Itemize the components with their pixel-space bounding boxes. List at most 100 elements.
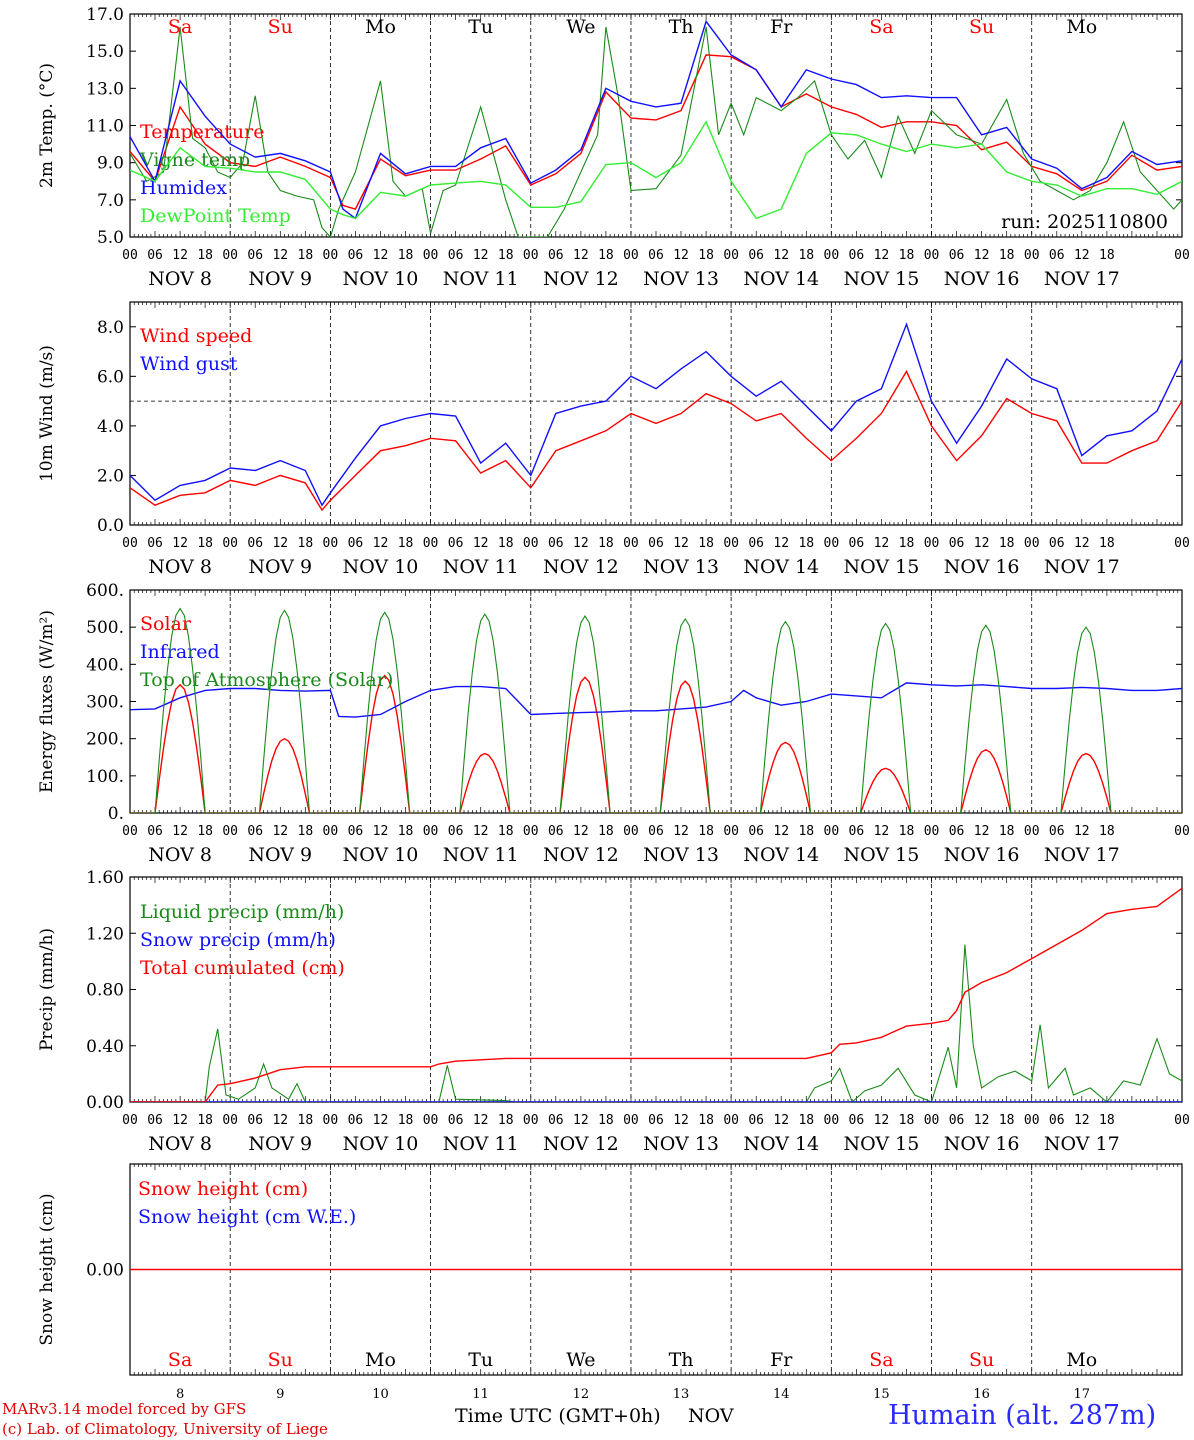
legend-entry: Wind speed xyxy=(140,325,252,347)
x-ticks-0 xyxy=(129,14,1183,237)
hour-tick-label: 06 xyxy=(348,1113,364,1128)
series-line-dewpoint-temp xyxy=(130,120,1182,220)
series-line-total-cumulated-cm- xyxy=(130,887,1182,1102)
weekday-label-bottom: Tu xyxy=(468,1349,493,1371)
hour-tick-label: 06 xyxy=(648,1113,664,1128)
y-tick-label: 8.0 xyxy=(97,318,124,338)
date-label: NOV 15 xyxy=(844,1133,920,1155)
hour-tick-label: 00 xyxy=(523,1113,539,1128)
date-label: NOV 13 xyxy=(643,268,719,290)
panel-frame-0 xyxy=(129,13,1183,238)
day-number-label: 14 xyxy=(773,1387,790,1402)
weekday-label-top: Mo xyxy=(365,16,396,38)
x-axis-month: NOV xyxy=(688,1405,734,1427)
hour-tick-label: 12 xyxy=(272,248,288,263)
y-axis-label: 2m Temp. (°C) xyxy=(37,63,57,188)
date-label: NOV 15 xyxy=(844,268,920,290)
date-label: NOV 11 xyxy=(443,844,519,866)
hour-tick-label: 00 xyxy=(723,1113,739,1128)
weekday-label-top: Fr xyxy=(770,16,793,38)
hour-tick-label: 12 xyxy=(172,824,188,839)
hour-tick-label: 06 xyxy=(849,824,865,839)
hour-tick-label: 12 xyxy=(773,824,789,839)
hour-tick-label: 18 xyxy=(798,824,814,839)
day-number-label: 11 xyxy=(472,1387,489,1402)
date-label: NOV 15 xyxy=(844,556,920,578)
date-label: NOV 8 xyxy=(148,844,212,866)
date-label: NOV 9 xyxy=(248,1133,312,1155)
day-number-label: 17 xyxy=(1074,1387,1091,1402)
legend-entry: Temperature xyxy=(140,121,264,143)
weekday-label-bottom: Mo xyxy=(1066,1349,1097,1371)
hour-tick-label: 00 xyxy=(623,824,639,839)
hour-tick-label: 18 xyxy=(899,536,915,551)
weekday-label-top: Mo xyxy=(1066,16,1097,38)
model-credit: MARv3.14 model forced by GFS xyxy=(2,1400,247,1418)
y-axis-label: Energy fluxes (W/m²) xyxy=(37,610,57,793)
legend-entry: Snow precip (mm/h) xyxy=(140,929,336,951)
series-line-wind-speed xyxy=(130,369,1182,512)
hour-tick-label: 00 xyxy=(1174,248,1190,263)
legend-entry: Top of Atmosphere (Solar) xyxy=(140,669,393,691)
y-tick-label: 500. xyxy=(86,618,124,638)
hour-tick-label: 00 xyxy=(723,824,739,839)
y-tick-label: 4.0 xyxy=(97,417,124,437)
series-line-humidex xyxy=(130,19,1182,220)
date-label: NOV 13 xyxy=(643,1133,719,1155)
hour-tick-label: 18 xyxy=(298,824,314,839)
hour-tick-label: 00 xyxy=(423,1113,439,1128)
hour-tick-label: 00 xyxy=(1024,536,1040,551)
hour-tick-label: 12 xyxy=(272,1113,288,1128)
hour-tick-label: 18 xyxy=(999,1113,1015,1128)
date-label: NOV 17 xyxy=(1044,268,1120,290)
hour-tick-label: 06 xyxy=(748,536,764,551)
hour-tick-label: 00 xyxy=(323,248,339,263)
hour-tick-label: 00 xyxy=(1174,824,1190,839)
y-tick-label: 400. xyxy=(86,655,124,675)
hour-tick-label: 00 xyxy=(222,824,238,839)
hour-tick-label: 18 xyxy=(598,536,614,551)
hour-tick-label: 12 xyxy=(573,824,589,839)
hour-tick-label: 12 xyxy=(473,1113,489,1128)
date-label: NOV 8 xyxy=(148,1133,212,1155)
hour-tick-label: 12 xyxy=(673,824,689,839)
hour-tick-label: 12 xyxy=(874,536,890,551)
x-ticks-2 xyxy=(129,590,1183,813)
weekday-label-bottom: Th xyxy=(669,1349,694,1371)
hour-tick-label: 06 xyxy=(949,536,965,551)
legend-entry: Vigne temp xyxy=(139,149,250,171)
x-axis-title: Time UTC (GMT+0h) xyxy=(455,1405,661,1427)
series-line-vigne-temp xyxy=(130,26,1182,237)
weekday-label-bottom: Sa xyxy=(168,1349,192,1371)
hour-tick-label: 00 xyxy=(122,1113,138,1128)
hour-tick-label: 12 xyxy=(172,536,188,551)
date-label: NOV 14 xyxy=(743,844,819,866)
hour-tick-label: 00 xyxy=(323,536,339,551)
weekday-label-bottom: Su xyxy=(969,1349,994,1371)
hour-tick-label: 00 xyxy=(924,536,940,551)
y-tick-label: 2.0 xyxy=(97,466,124,486)
hour-tick-label: 18 xyxy=(398,248,414,263)
date-label: NOV 14 xyxy=(743,1133,819,1155)
hour-tick-label: 00 xyxy=(423,824,439,839)
hour-tick-label: 18 xyxy=(999,248,1015,263)
hour-tick-label: 06 xyxy=(147,824,163,839)
legend-entry: Humidex xyxy=(140,177,227,199)
hour-tick-label: 00 xyxy=(222,1113,238,1128)
hour-tick-label: 06 xyxy=(1049,824,1065,839)
hour-tick-label: 18 xyxy=(598,824,614,839)
date-label: NOV 15 xyxy=(844,844,920,866)
date-label: NOV 9 xyxy=(248,844,312,866)
date-label: NOV 12 xyxy=(543,1133,619,1155)
y-tick-label: 0. xyxy=(108,804,124,824)
run-label: run: 2025110800 xyxy=(1001,211,1168,233)
legend-entry: Infrared xyxy=(140,641,220,663)
hour-tick-label: 06 xyxy=(548,536,564,551)
date-label: NOV 12 xyxy=(543,844,619,866)
hour-tick-label: 12 xyxy=(573,1113,589,1128)
hour-tick-label: 18 xyxy=(798,248,814,263)
hour-tick-label: 18 xyxy=(298,1113,314,1128)
weekday-label-top: Su xyxy=(969,16,994,38)
hour-tick-label: 12 xyxy=(272,536,288,551)
